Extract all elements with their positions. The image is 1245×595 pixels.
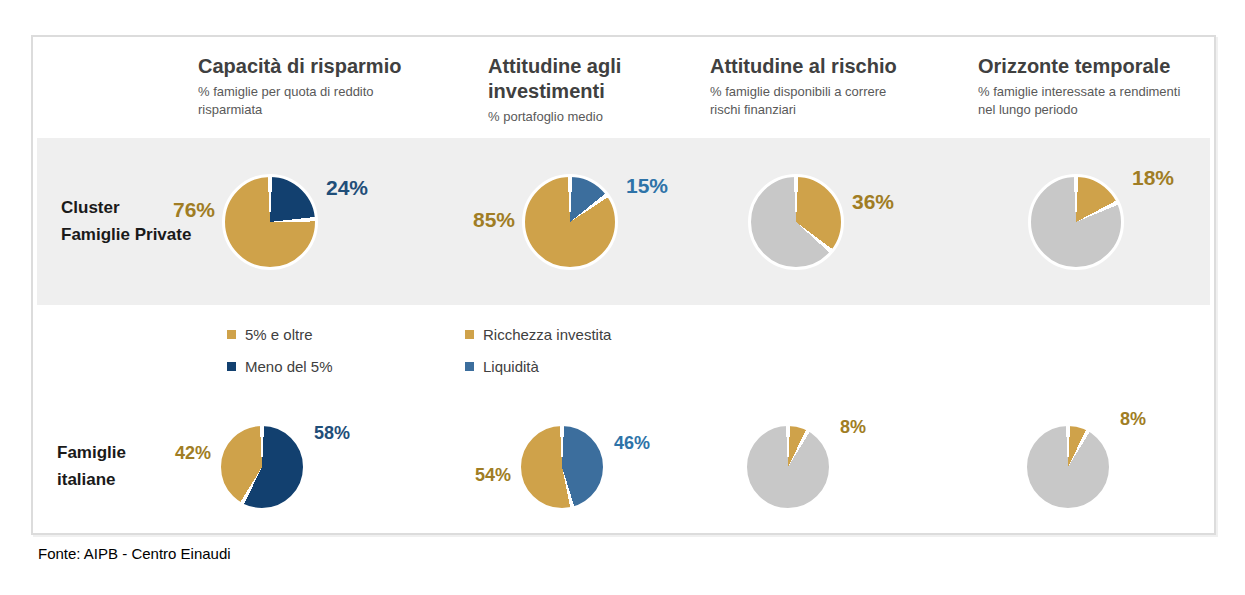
legend-item: 5% e oltre (227, 326, 483, 343)
column-title: Attitudine al rischio (710, 54, 925, 79)
row-cluster-famiglie-private: Cluster Famiglie Private 76% 24% 85% 15%… (37, 138, 1210, 305)
column-headers: Capacità di risparmio % famiglie per quo… (33, 37, 1214, 138)
legend-investimenti: Ricchezza investita Liquidità (465, 326, 705, 375)
pie-disc (222, 174, 318, 270)
pie-chart-rischio-private: 36% (748, 174, 844, 270)
legend-item: Meno del 5% (227, 358, 483, 375)
legend-label: Meno del 5% (245, 358, 333, 375)
source-note: Fonte: AIPB - Centro Einaudi (38, 545, 231, 562)
pie-value-label: 24% (326, 176, 368, 200)
pie-value-label: 54% (475, 465, 511, 486)
pie-value-label: 15% (626, 174, 668, 198)
legend-cell: 5% e oltre Meno del 5% (193, 326, 483, 400)
legend-label: 5% e oltre (245, 326, 313, 343)
column-title: Capacità di risparmio (198, 54, 413, 79)
pie-cell: 76% 24% (193, 174, 483, 270)
legend-risparmio: 5% e oltre Meno del 5% (193, 326, 483, 375)
pie-disc (1024, 423, 1112, 511)
pie-value-label: 36% (852, 190, 894, 214)
pie-disc (744, 423, 832, 511)
pie-cell: 54% 46% (479, 423, 701, 511)
pie-chart-rischio-italiane: 8% (744, 423, 832, 511)
legend-swatch-navy (227, 362, 236, 371)
pie-value-label: 8% (840, 417, 866, 438)
column-title: Orizzonte temporale (978, 54, 1193, 79)
legend-swatch-steel (465, 362, 474, 371)
pie-cell: 42% 58% (189, 423, 479, 511)
pie-value-label: 8% (1120, 409, 1146, 430)
pie-chart-orizzonte-italiane: 8% (1024, 423, 1112, 511)
pie-cell: 85% 15% (483, 174, 705, 270)
pie-chart-investimenti-italiane: 54% 46% (518, 423, 606, 511)
legend-row: 5% e oltre Meno del 5% Ricchezza investi… (33, 305, 1214, 400)
row-label: Famiglie italiane (33, 440, 189, 493)
legend-cell: Ricchezza investita Liquidità (483, 326, 705, 400)
pie-disc (748, 174, 844, 270)
header-spacer (33, 54, 193, 138)
pie-value-label: 46% (614, 433, 650, 454)
column-header-investimenti: Attitudine agli investimenti % portafogl… (483, 54, 705, 138)
pie-disc (518, 423, 606, 511)
pie-value-label: 58% (314, 423, 350, 444)
legend-label: Liquidità (483, 358, 539, 375)
legend-swatch-gold (227, 330, 236, 339)
legend-spacer (973, 326, 1214, 400)
pie-disc (218, 423, 306, 511)
pie-cell: 8% (701, 423, 969, 511)
pie-cell: 18% (973, 174, 1210, 270)
column-subtitle: % famiglie per quota di reddito risparmi… (198, 83, 403, 118)
pie-cell: 8% (969, 423, 1214, 511)
column-header-orizzonte: Orizzonte temporale % famiglie interessa… (973, 54, 1214, 138)
legend-spacer (33, 326, 193, 400)
chart-card: Capacità di risparmio % famiglie per quo… (31, 35, 1216, 535)
pie-chart-risparmio-private: 76% 24% (222, 174, 318, 270)
pie-value-label: 42% (175, 443, 211, 464)
legend-item: Liquidità (465, 358, 705, 375)
column-subtitle: % famiglie interessate a rendimenti nel … (978, 83, 1183, 118)
legend-spacer (705, 326, 973, 400)
pie-chart-investimenti-private: 85% 15% (522, 174, 618, 270)
pie-cell: 36% (705, 174, 973, 270)
column-header-capacita: Capacità di risparmio % famiglie per quo… (193, 54, 483, 138)
pie-chart-orizzonte-private: 18% (1028, 174, 1124, 270)
column-header-rischio: Attitudine al rischio % famiglie disponi… (705, 54, 973, 138)
legend-item: Ricchezza investita (465, 326, 705, 343)
row-famiglie-italiane: Famiglie italiane 42% 58% 54% 46% 8% (33, 400, 1214, 533)
pie-value-label: 18% (1132, 166, 1174, 190)
row-label: Cluster Famiglie Private (37, 195, 193, 248)
column-title: Attitudine agli investimenti (488, 54, 703, 104)
pie-value-label: 76% (173, 198, 215, 222)
pie-chart-risparmio-italiane: 42% 58% (218, 423, 306, 511)
pie-value-label: 85% (473, 208, 515, 232)
column-subtitle: % portafoglio medio (488, 108, 693, 126)
column-subtitle: % famiglie disponibili a correre rischi … (710, 83, 915, 118)
pie-disc (522, 174, 618, 270)
legend-label: Ricchezza investita (483, 326, 611, 343)
legend-swatch-gold (465, 330, 474, 339)
pie-disc (1028, 174, 1124, 270)
